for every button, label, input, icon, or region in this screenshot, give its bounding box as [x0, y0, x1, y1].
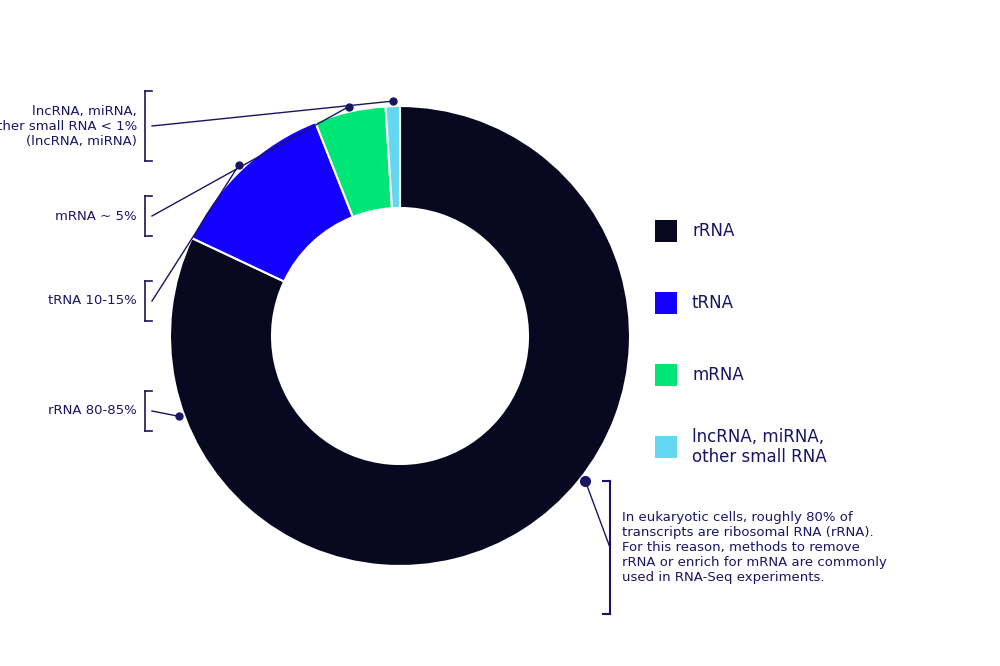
- Text: mRNA: mRNA: [692, 366, 744, 384]
- Text: rRNA: rRNA: [692, 222, 734, 240]
- Wedge shape: [315, 107, 392, 217]
- Text: lncRNA, miRNA,
other small RNA < 1%
(lncRNA, miRNA): lncRNA, miRNA, other small RNA < 1% (lnc…: [0, 105, 137, 147]
- Text: tRNA 10-15%: tRNA 10-15%: [48, 294, 137, 308]
- Text: lncRNA, miRNA,
other small RNA: lncRNA, miRNA, other small RNA: [692, 428, 827, 466]
- Text: In eukaryotic cells, roughly 80% of
transcripts are ribosomal RNA (rRNA).
For th: In eukaryotic cells, roughly 80% of tran…: [622, 511, 887, 584]
- Wedge shape: [386, 106, 400, 208]
- Wedge shape: [170, 106, 630, 566]
- FancyBboxPatch shape: [655, 220, 677, 242]
- FancyBboxPatch shape: [655, 436, 677, 458]
- FancyBboxPatch shape: [655, 292, 677, 314]
- Text: tRNA: tRNA: [692, 294, 734, 312]
- FancyBboxPatch shape: [655, 364, 677, 386]
- Text: mRNA ~ 5%: mRNA ~ 5%: [55, 210, 137, 222]
- Text: rRNA 80-85%: rRNA 80-85%: [48, 404, 137, 418]
- Wedge shape: [192, 122, 353, 282]
